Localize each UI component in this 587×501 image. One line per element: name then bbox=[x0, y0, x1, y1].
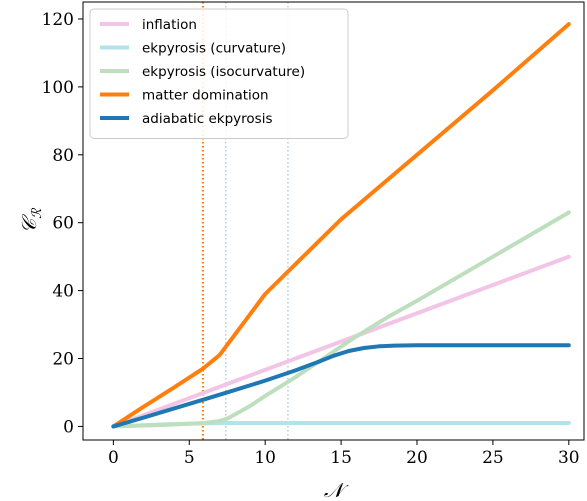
series-line-ekpyrosis-isocurvature- bbox=[111, 210, 571, 429]
legend-label: inflation bbox=[142, 17, 197, 33]
y-tick-label: 120 bbox=[42, 10, 74, 30]
y-tick-label: 0 bbox=[63, 417, 74, 437]
y-axis: 0 20 40 60 80 100 120 bbox=[42, 10, 83, 437]
x-tick-label: 10 bbox=[254, 448, 276, 468]
series-line-inflation bbox=[111, 254, 571, 429]
legend-label: adiabatic ekpyrosis bbox=[142, 111, 272, 127]
x-axis: 0 5 10 15 20 25 30 bbox=[108, 440, 580, 468]
x-tick-label: 0 bbox=[108, 448, 119, 468]
x-tick-label: 15 bbox=[330, 448, 352, 468]
x-tick-label: 30 bbox=[558, 448, 580, 468]
x-tick-label: 5 bbox=[184, 448, 195, 468]
legend-box bbox=[89, 8, 349, 139]
y-tick-label: 60 bbox=[52, 214, 74, 234]
legend-label: ekpyrosis (isocurvature) bbox=[142, 64, 305, 80]
y-axis-label: 𝒞ℛ bbox=[17, 207, 45, 234]
y-tick-label: 40 bbox=[52, 282, 74, 302]
y-axis-label-subscript: ℛ bbox=[30, 207, 45, 219]
plot-area bbox=[111, 2, 571, 440]
series-line-adiabatic-ekpyrosis bbox=[111, 343, 571, 429]
x-tick-label: 20 bbox=[406, 448, 428, 468]
y-tick-label: 20 bbox=[52, 350, 74, 370]
legend-label: ekpyrosis (curvature) bbox=[142, 41, 286, 57]
y-tick-label: 80 bbox=[52, 146, 74, 166]
legend-label: matter domination bbox=[142, 88, 269, 104]
x-axis-label: 𝒩 bbox=[324, 478, 349, 501]
legend: inflation ekpyrosis (curvature) ekpyrosis … bbox=[89, 8, 349, 139]
plot-frame bbox=[82, 1, 585, 441]
x-tick-label: 25 bbox=[482, 448, 504, 468]
series-line-matter-domination bbox=[111, 22, 571, 429]
y-tick-label: 100 bbox=[42, 78, 74, 98]
